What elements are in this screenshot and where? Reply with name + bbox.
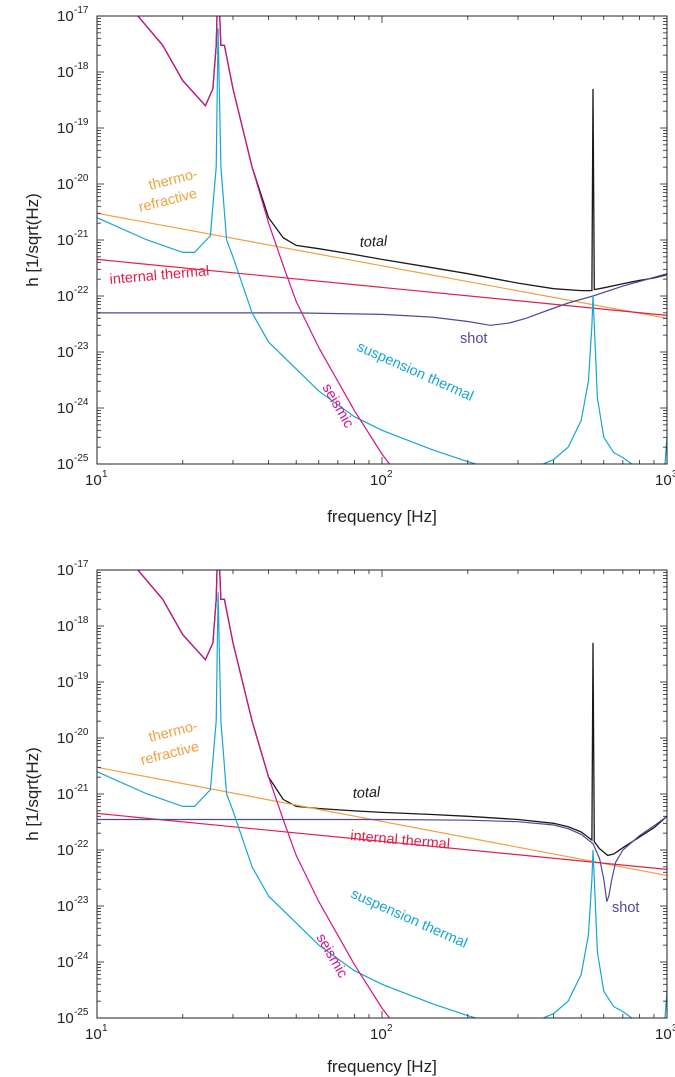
x-axis-label: frequency [Hz] bbox=[327, 507, 437, 526]
y-tick-exponent: -19 bbox=[74, 671, 89, 682]
y-tick-exponent: -24 bbox=[74, 397, 89, 408]
curve-label-seismic: seismic bbox=[313, 931, 351, 981]
y-tick-label: 10 bbox=[57, 618, 74, 635]
y-tick-label: 10 bbox=[57, 898, 74, 915]
y-tick-exponent: -22 bbox=[74, 285, 89, 296]
y-tick-exponent: -25 bbox=[74, 1007, 89, 1018]
y-tick-exponent: -17 bbox=[74, 5, 89, 16]
y-tick-exponent: -20 bbox=[74, 173, 89, 184]
x-tick-label: 10 bbox=[85, 1026, 102, 1043]
y-tick-exponent: -23 bbox=[74, 341, 89, 352]
x-tick-exponent: 2 bbox=[387, 469, 393, 480]
y-tick-label: 10 bbox=[57, 176, 74, 193]
curve-label-shot: shot bbox=[612, 900, 639, 916]
x-tick-label: 10 bbox=[85, 472, 102, 489]
curve-label-total: total bbox=[352, 785, 381, 802]
series-line-seismic bbox=[137, 16, 391, 464]
curve-label-suspension-thermal: suspension thermal bbox=[354, 339, 475, 405]
y-tick-label: 10 bbox=[57, 64, 74, 81]
x-axis-label: frequency [Hz] bbox=[327, 1057, 437, 1076]
y-tick-exponent: -18 bbox=[74, 61, 89, 72]
y-tick-label: 10 bbox=[57, 456, 74, 473]
y-tick-label: 10 bbox=[57, 232, 74, 249]
plot-frame bbox=[96, 569, 668, 1019]
y-tick-exponent: -18 bbox=[74, 615, 89, 626]
y-tick-label: 10 bbox=[57, 120, 74, 137]
y-tick-label: 10 bbox=[57, 562, 74, 579]
series-line-seismic bbox=[137, 570, 391, 1018]
x-tick-exponent: 2 bbox=[387, 1023, 393, 1034]
y-tick-label: 10 bbox=[57, 1010, 74, 1027]
series-line-shot bbox=[97, 815, 667, 902]
y-tick-label: 10 bbox=[57, 400, 74, 417]
y-tick-exponent: -25 bbox=[74, 453, 89, 464]
curve-label-internal-thermal: internal thermal bbox=[109, 263, 210, 288]
y-tick-exponent: -19 bbox=[74, 117, 89, 128]
y-tick-label: 10 bbox=[57, 786, 74, 803]
x-tick-exponent: 3 bbox=[672, 1023, 675, 1034]
y-tick-label: 10 bbox=[57, 8, 74, 25]
y-axis-label: h [1/sqrt(Hz) bbox=[23, 193, 42, 287]
y-tick-exponent: -22 bbox=[74, 839, 89, 850]
y-tick-label: 10 bbox=[57, 730, 74, 747]
y-tick-exponent: -21 bbox=[74, 229, 89, 240]
y-tick-label: 10 bbox=[57, 288, 74, 305]
y-tick-exponent: -20 bbox=[74, 727, 89, 738]
curve-label-shot: shot bbox=[460, 331, 487, 347]
x-tick-exponent: 3 bbox=[672, 469, 675, 480]
y-tick-label: 10 bbox=[57, 842, 74, 859]
curve-label-suspension-thermal: suspension thermal bbox=[348, 886, 469, 952]
y-tick-label: 10 bbox=[57, 344, 74, 361]
curve-label-seismic: seismic bbox=[319, 381, 357, 431]
series-line-suspension-thermal bbox=[97, 592, 667, 1018]
x-tick-label: 10 bbox=[370, 1026, 387, 1043]
curve-label-thermo-refractive: refractive bbox=[139, 739, 201, 769]
series-line-internal-thermal bbox=[97, 258, 667, 316]
y-tick-exponent: -17 bbox=[74, 559, 89, 570]
curve-label-thermo-refractive: refractive bbox=[137, 186, 199, 216]
series-line-thermo-refractive bbox=[97, 766, 667, 877]
x-tick-exponent: 1 bbox=[102, 1023, 108, 1034]
x-tick-label: 10 bbox=[370, 472, 387, 489]
y-tick-label: 10 bbox=[57, 954, 74, 971]
y-tick-label: 10 bbox=[57, 674, 74, 691]
series-line-thermo-refractive bbox=[97, 212, 667, 319]
y-tick-exponent: -24 bbox=[74, 951, 89, 962]
series-line-internal-thermal bbox=[97, 812, 667, 870]
x-tick-label: 10 bbox=[655, 1026, 672, 1043]
y-axis-label: h [1/sqrt(Hz) bbox=[23, 747, 42, 841]
x-tick-label: 10 bbox=[655, 472, 672, 489]
y-tick-exponent: -21 bbox=[74, 783, 89, 794]
series-line-suspension-thermal bbox=[97, 28, 667, 464]
curve-label-total: total bbox=[359, 234, 388, 251]
y-tick-exponent: -23 bbox=[74, 895, 89, 906]
x-tick-exponent: 1 bbox=[102, 469, 108, 480]
